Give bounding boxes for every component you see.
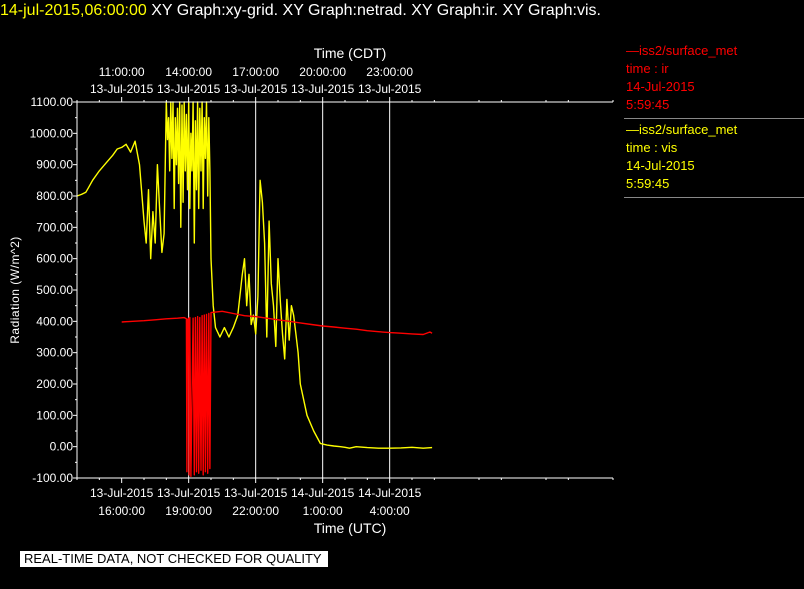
y-tick-label: 400.00 [36,314,73,328]
y-tick-label: 0.00 [50,440,74,454]
bottom-tick-time: 1:00:00 [303,504,343,518]
top-tick-date: 13-Jul-2015 [224,82,288,96]
y-tick-label: 600.00 [36,252,73,266]
legend: —iss2/surface_met time : ir 14-Jul-2015 … [624,40,804,198]
bottom-tick-time: 16:00:00 [98,504,145,518]
header-bar: 14-jul-2015,06:00:00 XY Graph:xy-grid. X… [0,2,804,26]
top-tick-time: 20:00:00 [299,65,346,79]
bottom-tick-date: 14-Jul-2015 [358,486,422,500]
top-tick-date: 13-Jul-2015 [291,82,355,96]
y-tick-label: 100.00 [36,408,73,422]
top-tick-time: 11:00:00 [99,65,145,79]
series-layer [76,101,433,478]
y-tick-label: 1100.00 [31,95,74,109]
quality-disclaimer: REAL-TIME DATA, NOT CHECKED FOR QUALITY [20,551,328,567]
y-tick-label: 200.00 [36,377,73,391]
y-tick-label: 300.00 [36,346,73,360]
legend-ir-source: —iss2/surface_met [626,43,738,58]
legend-ir-variable: time : ir [626,61,669,76]
bottom-tick-date: 14-Jul-2015 [291,486,355,500]
legend-ir-date: 14-Jul-2015 [626,79,695,94]
y-axis-title: Radiation (W/m^2) [8,236,22,344]
legend-entry-vis: —iss2/surface_met time : vis 14-Jul-2015… [624,119,804,198]
series-line-ir [121,310,433,478]
header-plot-list: XY Graph:xy-grid. XY Graph:netrad. XY Gr… [151,2,601,19]
top-tick-time: 14:00:00 [165,65,212,79]
bottom-axis-title: Time (UTC) [314,520,387,536]
top-tick-date: 13-Jul-2015 [358,82,422,96]
top-tick-date: 13-Jul-2015 [157,82,221,96]
top-tick-date: 13-Jul-2015 [90,82,154,96]
bottom-tick-date: 13-Jul-2015 [157,486,221,500]
bottom-tick-date: 13-Jul-2015 [224,486,288,500]
top-tick-time: 17:00:00 [232,65,279,79]
y-tick-label: 700.00 [36,220,73,234]
series-line-vis [76,101,433,449]
legend-ir-time: 5:59:45 [626,97,670,112]
bottom-tick-time: 22:00:00 [232,504,279,518]
bottom-tick-date: 13-Jul-2015 [90,486,154,500]
y-tick-label: -100.00 [32,471,73,485]
legend-vis-source: —iss2/surface_met [626,122,738,137]
chart-axes: 1100.00 1000.00 900.00 800.00 700.00 600.00 50… [8,45,614,536]
y-tick-label: 800.00 [36,189,73,203]
top-tick-time: 23:00:00 [366,65,413,79]
top-axis-title: Time (CDT) [314,45,387,61]
legend-entry-ir: —iss2/surface_met time : ir 14-Jul-2015 … [624,40,804,119]
bottom-tick-time: 19:00:00 [165,504,212,518]
y-tick-label: 1000.00 [30,126,74,140]
legend-vis-date: 14-Jul-2015 [626,158,695,173]
header-datetime: 14-jul-2015,06:00:00 [0,2,147,19]
bottom-tick-time: 4:00:00 [370,504,410,518]
chart-grid [188,102,391,478]
legend-vis-variable: time : vis [626,140,678,155]
legend-vis-time: 5:59:45 [626,176,670,191]
y-tick-label: 500.00 [36,283,73,297]
y-tick-label: 900.00 [36,158,73,172]
